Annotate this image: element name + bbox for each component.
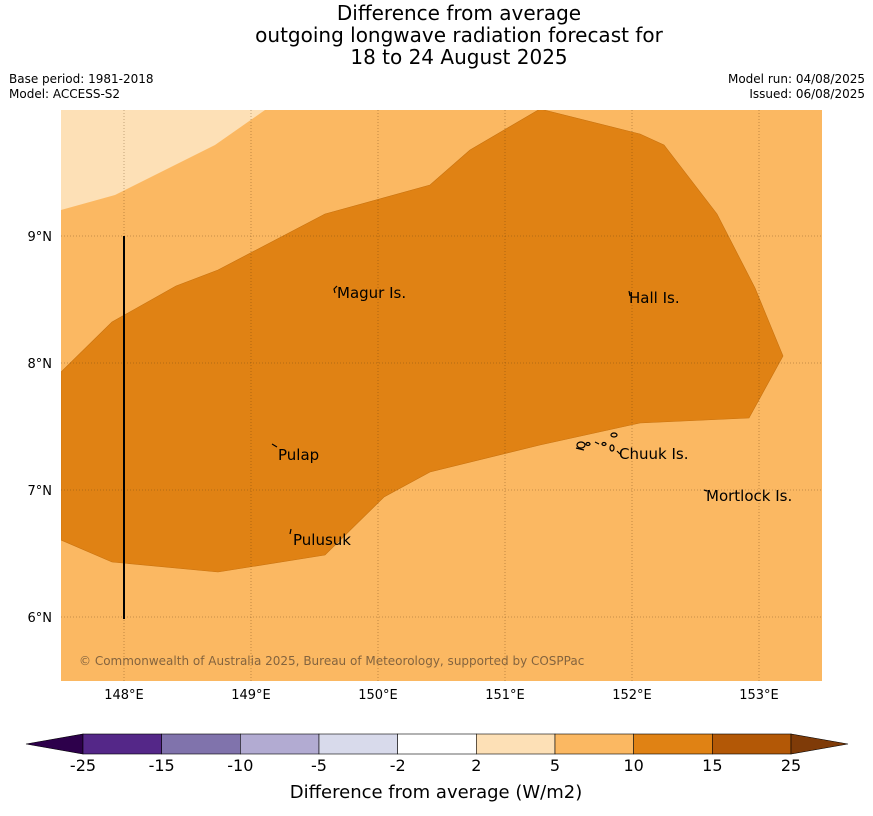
lat-axis-labels: 9°N 8°N 7°N 6°N xyxy=(28,230,53,626)
contour-band-2-5 xyxy=(61,110,265,210)
lon-label-153e: 153°E xyxy=(739,688,779,703)
colorbar-segment xyxy=(397,733,477,755)
place-label-hall: Hall Is. xyxy=(629,289,680,307)
lon-label-151e: 151°E xyxy=(485,688,525,703)
meta-left: Base period: 1981-2018 Model: ACCESS-S2 xyxy=(9,72,154,102)
map-panel: Magur Is. Hall Is. Pulap Chuuk Is. Mortl… xyxy=(61,110,822,681)
mortlock-island-shape xyxy=(703,489,708,492)
meta-right: Model run: 04/08/2025 Issued: 06/08/2025 xyxy=(728,72,865,102)
lon-label-152e: 152°E xyxy=(612,688,652,703)
colorbar-tick-label: 25 xyxy=(781,756,801,775)
place-label-magur: Magur Is. xyxy=(337,284,406,302)
colorbar-tick-labels: -25 -15 -10 -5 -2 2 5 10 15 25 xyxy=(70,756,801,775)
chart-title-line-2: outgoing longwave radiation forecast for xyxy=(255,23,663,47)
colorbar-tick-label: 15 xyxy=(702,756,722,775)
colorbar-tick-label: 10 xyxy=(623,756,643,775)
chart-title-line-1: Difference from average xyxy=(336,1,582,25)
colorbar xyxy=(25,733,849,755)
place-label-mortlock: Mortlock Is. xyxy=(706,487,792,505)
colorbar-tick-label: -2 xyxy=(390,756,406,775)
contour-band-10-15 xyxy=(61,110,784,573)
colorbar-segment xyxy=(82,733,162,755)
colorbar-tick-label: -15 xyxy=(149,756,175,775)
model-text: Model: ACCESS-S2 xyxy=(9,87,121,101)
copyright-text: © Commonwealth of Australia 2025, Bureau… xyxy=(79,654,584,668)
lat-label-6n: 6°N xyxy=(28,611,53,626)
chart-title-line-3: 18 to 24 August 2025 xyxy=(350,45,568,69)
colorbar-tick-label: 5 xyxy=(550,756,560,775)
place-labels: Magur Is. Hall Is. Pulap Chuuk Is. Mortl… xyxy=(278,284,792,549)
lon-axis-labels: 148°E 149°E 150°E 151°E 152°E 153°E xyxy=(104,688,779,703)
place-label-chuuk: Chuuk Is. xyxy=(619,445,688,463)
pulusuk-island-shape xyxy=(289,528,292,535)
lat-label-9n: 9°N xyxy=(28,230,53,245)
issued-text: Issued: 06/08/2025 xyxy=(749,87,865,101)
hall-island-shape xyxy=(628,290,631,297)
lat-label-8n: 8°N xyxy=(28,357,53,372)
colorbar-segment xyxy=(240,733,320,755)
model-run-text: Model run: 04/08/2025 xyxy=(727,72,865,86)
colorbar-tick-label: 2 xyxy=(471,756,481,775)
lon-label-150e: 150°E xyxy=(358,688,398,703)
colorbar-label: Difference from average (W/m2) xyxy=(290,782,582,803)
island-shapes xyxy=(271,285,708,535)
lat-label-7n: 7°N xyxy=(28,484,53,499)
colorbar-segment xyxy=(476,733,556,755)
colorbar-extend-low xyxy=(25,733,84,755)
pulap-island-shape xyxy=(271,443,278,448)
place-label-pulusuk: Pulusuk xyxy=(293,531,351,549)
colorbar-segment xyxy=(318,733,398,755)
colorbar-tick-label: -10 xyxy=(227,756,253,775)
lon-label-148e: 148°E xyxy=(104,688,144,703)
magur-island-shape xyxy=(333,285,338,294)
colorbar-tick-label: -5 xyxy=(311,756,327,775)
colorbar-segment xyxy=(712,733,792,755)
colorbar-tick-label: -25 xyxy=(70,756,96,775)
colorbar-segment xyxy=(633,733,713,755)
base-period-text: Base period: 1981-2018 xyxy=(9,72,154,86)
colorbar-extend-high xyxy=(790,733,849,755)
place-label-pulap: Pulap xyxy=(278,446,319,464)
lon-label-149e: 149°E xyxy=(231,688,271,703)
colorbar-segment xyxy=(161,733,241,755)
colorbar-segment xyxy=(554,733,634,755)
chuuk-lagoon-shape xyxy=(575,432,621,455)
